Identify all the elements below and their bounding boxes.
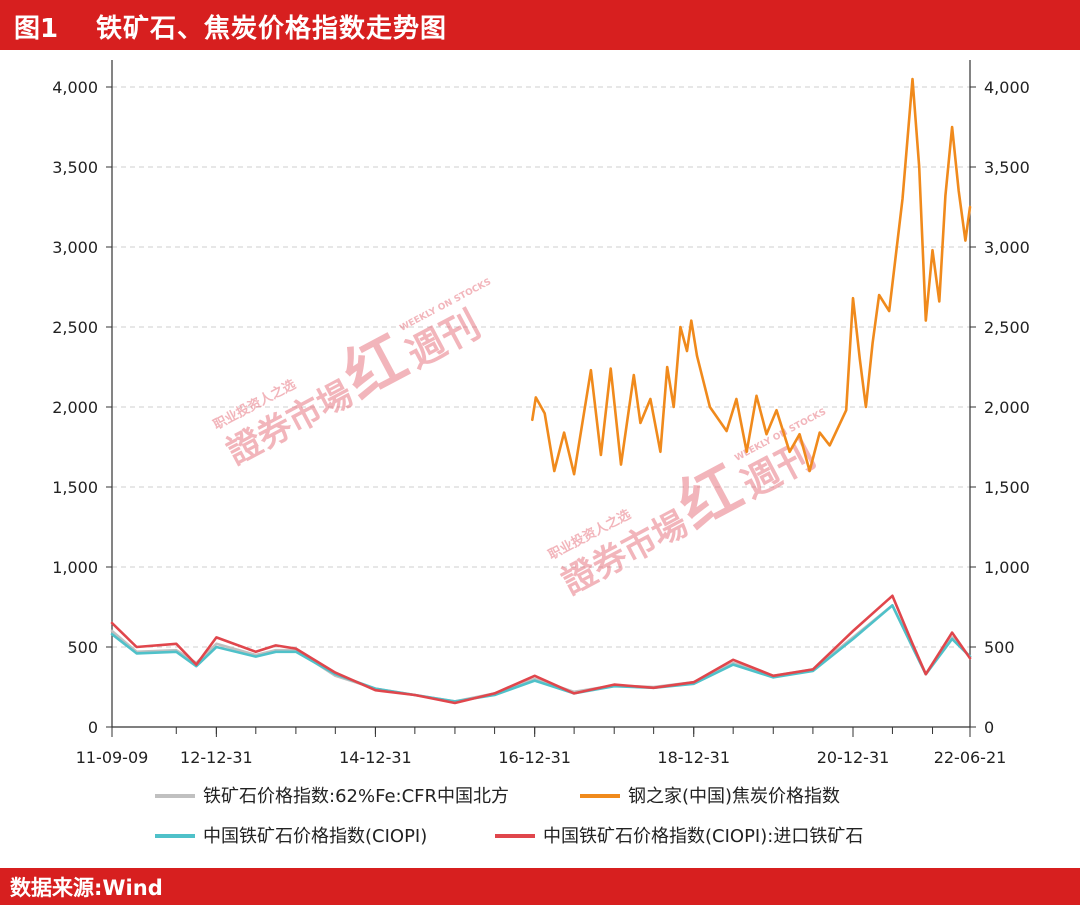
- y-left-tick-label: 2,000: [52, 398, 98, 417]
- legend-label: 中国铁矿石价格指数(CIOPI): [203, 826, 427, 847]
- series-line-4: [110, 594, 972, 705]
- x-tick-label: 14-12-31: [339, 748, 412, 767]
- x-tick-label: 11-09-09: [76, 748, 149, 767]
- price-index-chart: 證券市場 红 週刊 职业投资人之选 WEEKLY ON STOCKS 證券市場 …: [52, 60, 1030, 847]
- source-bar: 数据来源:Wind: [0, 868, 1080, 905]
- y-right-tick-label: 1,000: [984, 558, 1030, 577]
- y-left-tick-label: 1,500: [52, 478, 98, 497]
- y-right-tick-label: 500: [984, 638, 1015, 657]
- axes: 0 500 1,000 1,500 2,000 2,500 3,000 3,500 4,000 0…: [52, 60, 1030, 767]
- y-left-tick-label: 0: [88, 718, 98, 737]
- x-tick-label: 18-12-31: [657, 748, 730, 767]
- watermark-1: 證券市場 红 週刊 职业投资人之选 WEEKLY ON STOCKS: [211, 277, 493, 473]
- y-left-tick-label: 4,000: [52, 78, 98, 97]
- watermark-2: 證券市場 红 週刊 职业投资人之选 WEEKLY ON STOCKS: [546, 407, 828, 603]
- y-left-tick-label: 1,000: [52, 558, 98, 577]
- figure-number: 图1: [14, 14, 59, 44]
- watermark-layer: 證券市場 红 週刊 职业投资人之选 WEEKLY ON STOCKS 證券市場 …: [211, 277, 828, 603]
- legend: 铁矿石价格指数:62%Fe:CFR中国北方 钢之家(中国)焦炭价格指数中国铁矿石价…: [155, 786, 863, 847]
- x-tick-label: 22-06-21: [934, 748, 1007, 767]
- y-right-tick-label: 3,000: [984, 238, 1030, 257]
- legend-label: 铁矿石价格指数:62%Fe:CFR中国北方: [203, 786, 509, 807]
- y-left-tick-label: 3,500: [52, 158, 98, 177]
- series-line-3: [110, 604, 972, 703]
- y-right-tick-label: 1,500: [984, 478, 1030, 497]
- x-tick-label: 16-12-31: [498, 748, 571, 767]
- x-tick-label: 12-12-31: [180, 748, 253, 767]
- legend-label: 钢之家(中国)焦炭价格指数: [628, 786, 840, 807]
- y-left-tick-label: 3,000: [52, 238, 98, 257]
- data-source: 数据来源:Wind: [10, 876, 163, 900]
- series-line-2: [531, 77, 972, 476]
- y-right-tick-label: 2,000: [984, 398, 1030, 417]
- y-right-tick-label: 2,500: [984, 318, 1030, 337]
- title-bar: 图1 铁矿石、焦炭价格指数走势图: [0, 0, 1080, 50]
- legend-label: 中国铁矿石价格指数(CIOPI):进口铁矿石: [543, 826, 863, 847]
- y-right-tick-label: 0: [984, 718, 994, 737]
- grid-lines: [112, 86, 970, 648]
- watermark-sub-text: 週刊: [400, 302, 488, 377]
- series-lines: [110, 77, 972, 705]
- x-tick-label: 20-12-31: [817, 748, 890, 767]
- chart-area: 證券市場 红 週刊 职业投资人之选 WEEKLY ON STOCKS 證券市場 …: [0, 50, 1080, 868]
- y-left-tick-label: 2,500: [52, 318, 98, 337]
- y-right-tick-label: 3,500: [984, 158, 1030, 177]
- y-right-tick-label: 4,000: [984, 78, 1030, 97]
- y-left-tick-label: 500: [67, 638, 98, 657]
- chart-title: 铁矿石、焦炭价格指数走势图: [96, 14, 448, 44]
